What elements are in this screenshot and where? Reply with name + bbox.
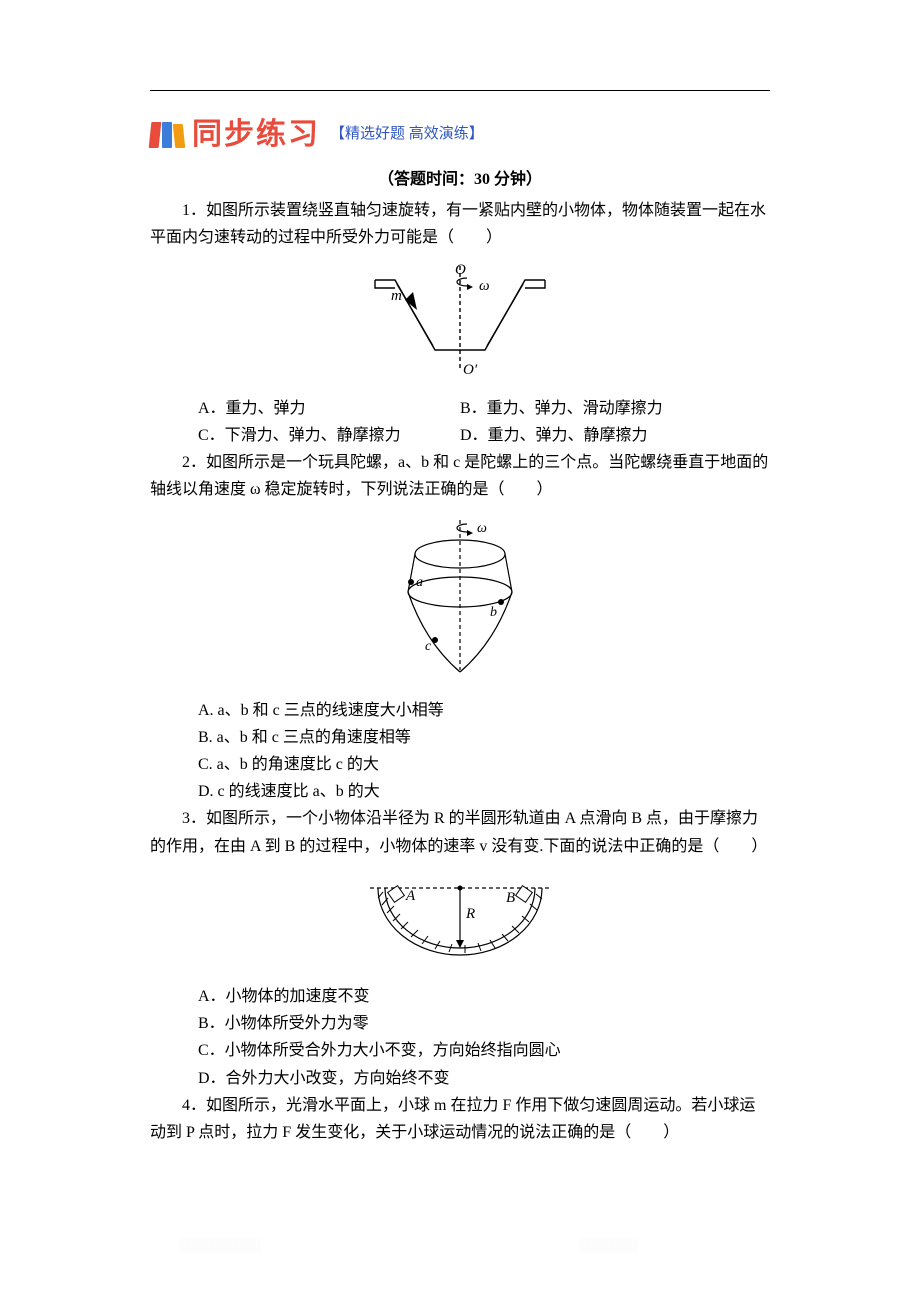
q2-optD: D. c 的线速度比 a、b 的大 (150, 778, 770, 805)
q1-optB: B．重力、弹力、滑动摩擦力 (460, 395, 770, 422)
question-2: 2．如图所示是一个玩具陀螺，a、b 和 c 是陀螺上的三个点。当陀螺绕垂直于地面… (150, 449, 770, 503)
book-blue (162, 122, 172, 148)
footer-smudge-right (580, 1238, 640, 1252)
q3-label-B: B (506, 890, 515, 906)
books-icon (150, 122, 184, 148)
question-3: 3．如图所示，一个小物体沿半径为 R 的半圆形轨道由 A 点滑向 B 点，由于摩… (150, 805, 770, 859)
q4-stem: 4．如图所示，光滑水平面上，小球 m 在拉力 F 作用下做匀速圆周运动。若小球运… (150, 1097, 755, 1141)
q2-label-b: b (490, 605, 497, 620)
q1-stem: 1．如图所示装置绕竖直轴匀速旋转，有一紧贴内壁的小物体，物体随装置一起在水平面内… (150, 202, 766, 246)
banner: 同步练习 【精选好题 高效演练】 (150, 109, 770, 160)
book-red (149, 122, 162, 148)
q1-optD: D．重力、弹力、静摩擦力 (460, 422, 770, 449)
q1-label-omega: ω (479, 278, 490, 294)
book-orange (173, 124, 186, 148)
q3-stem: 3．如图所示，一个小物体沿半径为 R 的半圆形轨道由 A 点滑向 B 点，由于摩… (150, 810, 767, 854)
q3-label-A: A (405, 888, 416, 904)
q2-optC: C. a、b 的角速度比 c 的大 (150, 751, 770, 778)
footer-smudge-left (180, 1238, 260, 1252)
q1-figure: m O O′ ω (150, 260, 770, 389)
q2-label-c: c (425, 639, 432, 654)
q1-label-O: O (455, 262, 466, 278)
q1-label-Oprime: O′ (463, 362, 478, 378)
q1-options-row2: C．下滑力、弹力、静摩擦力 D．重力、弹力、静摩擦力 (150, 422, 770, 449)
q2-label-omega: ω (477, 521, 487, 536)
q1-label-m: m (391, 288, 402, 304)
q1-options-row1: A．重力、弹力 B．重力、弹力、滑动摩擦力 (150, 395, 770, 422)
q3-optC: C．小物体所受合外力大小不变，方向始终指向圆心 (150, 1037, 770, 1064)
q2-diagram-svg: ω a b c (375, 512, 545, 682)
banner-title: 同步练习 (192, 109, 320, 160)
q2-optB: B. a、b 和 c 三点的角速度相等 (150, 724, 770, 751)
banner-subtitle: 【精选好题 高效演练】 (330, 122, 484, 148)
q2-stem: 2．如图所示是一个玩具陀螺，a、b 和 c 是陀螺上的三个点。当陀螺绕垂直于地面… (150, 454, 768, 498)
q3-optB: B．小物体所受外力为零 (150, 1010, 770, 1037)
q3-optA: A．小物体的加速度不变 (150, 983, 770, 1010)
q3-figure: A B R (150, 868, 770, 977)
q1-optC: C．下滑力、弹力、静摩擦力 (150, 422, 460, 449)
q1-optA: A．重力、弹力 (150, 395, 460, 422)
q1-diagram-svg: m O O′ ω (355, 260, 565, 380)
question-4: 4．如图所示，光滑水平面上，小球 m 在拉力 F 作用下做匀速圆周运动。若小球运… (150, 1092, 770, 1146)
q3-optD: D．合外力大小改变，方向始终不变 (150, 1065, 770, 1092)
q3-diagram-svg: A B R (350, 868, 570, 968)
q2-label-a: a (416, 575, 423, 590)
q2-figure: ω a b c (150, 512, 770, 691)
timing-note: （答题时间：30 分钟） (150, 166, 770, 193)
question-1: 1．如图所示装置绕竖直轴匀速旋转，有一紧贴内壁的小物体，物体随装置一起在水平面内… (150, 197, 770, 251)
q2-optA: A. a、b 和 c 三点的线速度大小相等 (150, 697, 770, 724)
q3-label-R: R (465, 906, 475, 922)
top-rule (150, 90, 770, 91)
